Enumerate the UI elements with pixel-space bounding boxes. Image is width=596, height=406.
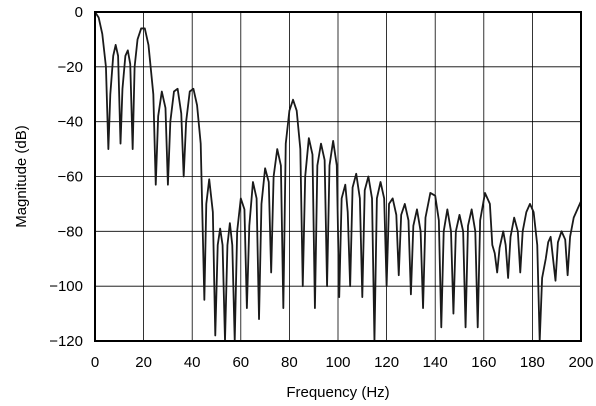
y-tick-label: −120 xyxy=(49,333,83,350)
series-layer xyxy=(94,11,582,342)
y-tick-label: −60 xyxy=(58,169,83,186)
y-tick-label: 0 xyxy=(75,4,83,21)
x-tick-label: 40 xyxy=(184,354,201,371)
x-tick-label: 80 xyxy=(281,354,298,371)
x-tick-label: 140 xyxy=(423,354,448,371)
x-tick-label: 20 xyxy=(135,354,152,371)
x-tick-label: 0 xyxy=(91,354,99,371)
x-axis-title: Frequency (Hz) xyxy=(286,384,389,401)
y-axis-title: Magnitude (dB) xyxy=(13,125,30,228)
plot-area-frame xyxy=(94,11,582,342)
x-tick-label: 120 xyxy=(374,354,399,371)
x-axis-ticks: 0 20 40 60 80 100 120 140 160 180 200 xyxy=(91,354,594,371)
y-tick-label: −100 xyxy=(49,278,83,295)
x-tick-label: 60 xyxy=(232,354,249,371)
y-axis-ticks: 0 −20 −40 −60 −80 −100 −120 xyxy=(49,4,83,350)
magnitude-series-line xyxy=(94,11,582,342)
y-tick-label: −40 xyxy=(58,114,83,131)
x-tick-label: 180 xyxy=(520,354,545,371)
y-tick-label: −20 xyxy=(58,59,83,76)
y-tick-label: −80 xyxy=(58,223,83,240)
x-tick-label: 100 xyxy=(325,354,350,371)
x-tick-label: 200 xyxy=(568,354,593,371)
x-tick-label: 160 xyxy=(471,354,496,371)
